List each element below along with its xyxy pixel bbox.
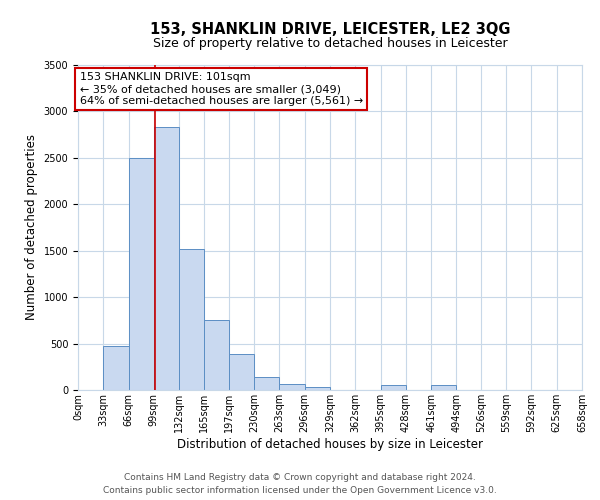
Bar [280,384,305,390]
Bar [179,249,205,390]
Bar [128,158,154,390]
Bar [103,346,128,390]
Bar [229,354,254,390]
Bar [305,387,330,390]
Text: 153, SHANKLIN DRIVE, LEICESTER, LE2 3QG: 153, SHANKLIN DRIVE, LEICESTER, LE2 3QG [150,22,510,38]
Y-axis label: Number of detached properties: Number of detached properties [25,134,38,320]
Text: Contains HM Land Registry data © Crown copyright and database right 2024.
Contai: Contains HM Land Registry data © Crown c… [103,474,497,495]
Bar [254,376,280,390]
Bar [154,127,179,390]
Bar [431,386,457,390]
Text: 153 SHANKLIN DRIVE: 101sqm
← 35% of detached houses are smaller (3,049)
64% of s: 153 SHANKLIN DRIVE: 101sqm ← 35% of deta… [80,72,363,106]
Bar [205,320,229,390]
Bar [380,386,406,390]
Text: Size of property relative to detached houses in Leicester: Size of property relative to detached ho… [152,38,508,51]
X-axis label: Distribution of detached houses by size in Leicester: Distribution of detached houses by size … [177,438,483,450]
